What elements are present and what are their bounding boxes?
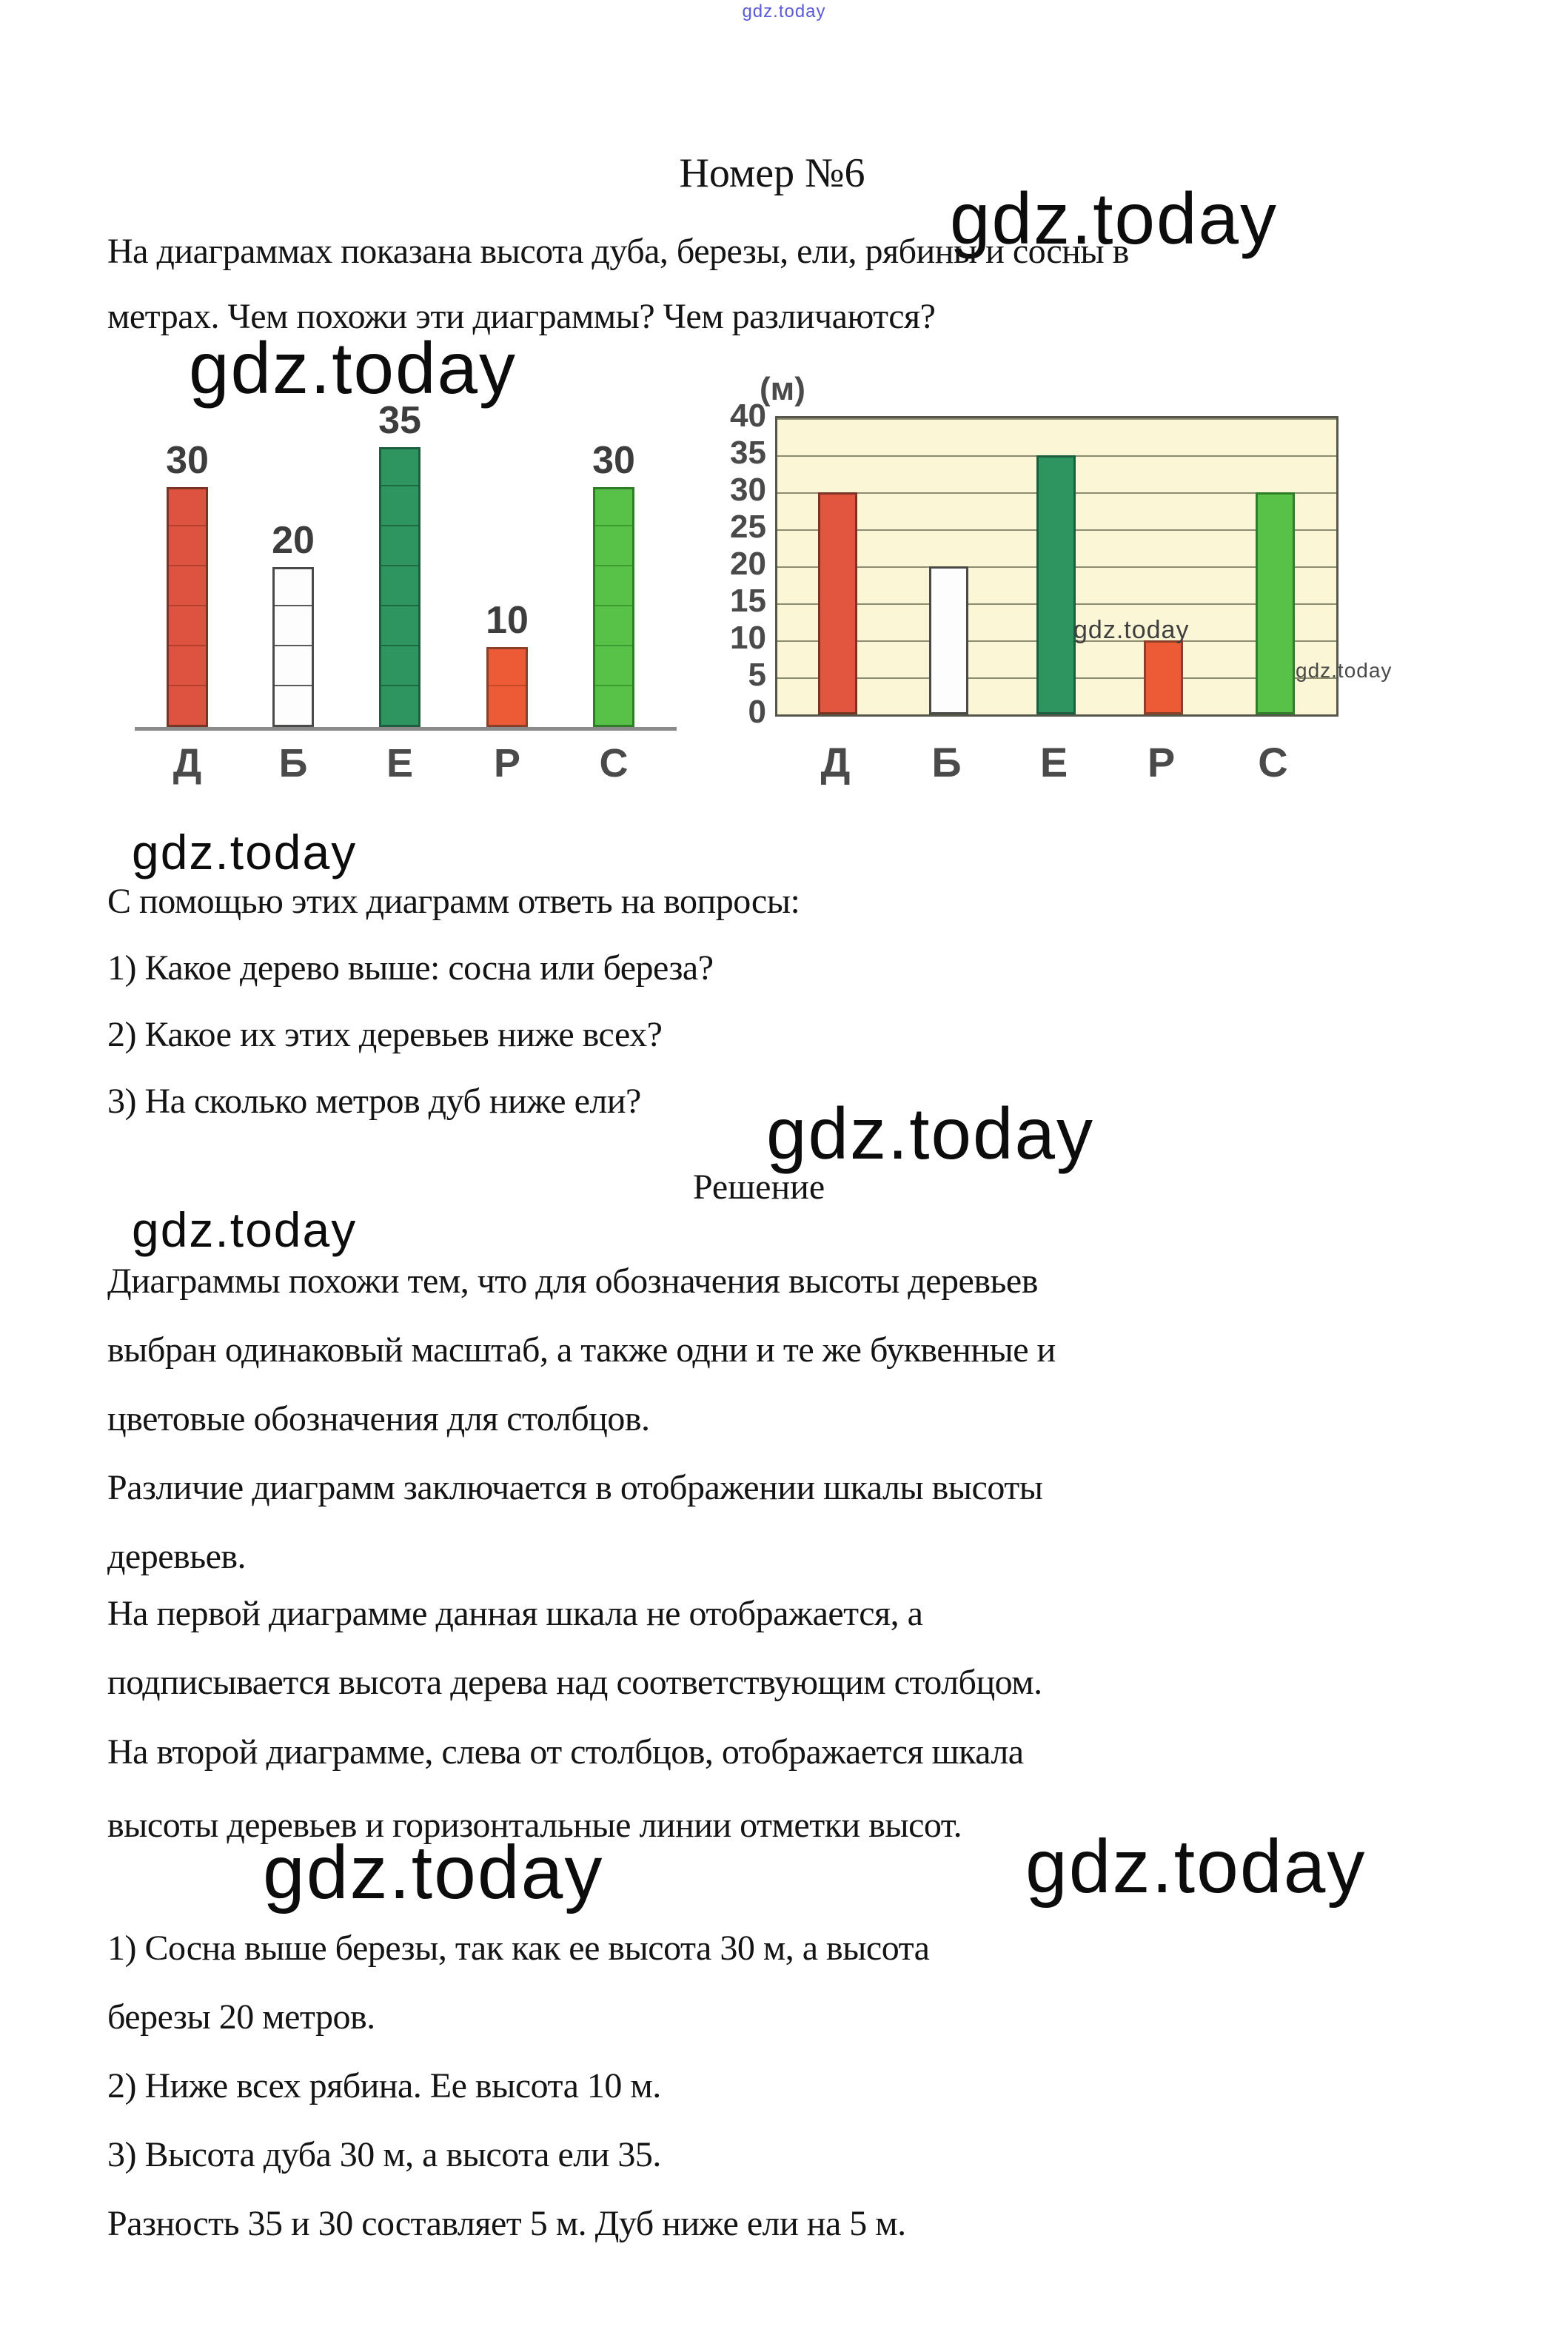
right-chart-bar-2-Б bbox=[929, 566, 968, 714]
right-chart-plot-area bbox=[775, 416, 1339, 717]
left-bar-chart-tree-heights: 30 Д 20 Б 35 Е 10 Р 30 С bbox=[96, 348, 703, 811]
question-item: 1) Какое дерево выше: сосна или береза? bbox=[107, 948, 714, 988]
right-chart-ytick-10: 10 bbox=[730, 620, 766, 656]
answer-line: 2) Ниже всех рябина. Ее высота 10 м. bbox=[107, 2066, 661, 2105]
right-chart-bar-3-Е bbox=[1036, 455, 1076, 714]
left-chart-bar-2-Б bbox=[272, 567, 314, 727]
left-chart-category-label-С: С bbox=[599, 741, 629, 785]
watermark-gdz-today: gdz.today bbox=[742, 1, 826, 21]
left-chart-category-label-Д: Д bbox=[172, 741, 202, 785]
solution-heading: Решение bbox=[692, 1167, 825, 1207]
answer-line: 3) Высота дуба 30 м, а высота ели 35. bbox=[107, 2135, 661, 2174]
right-chart-ytick-40: 40 bbox=[730, 398, 766, 434]
watermark-gdz-today: gdz.today bbox=[1025, 1824, 1367, 1909]
solution-line: Различие диаграмм заключается в отображе… bbox=[107, 1468, 1043, 1507]
solution-line: цветовые обозначения для столбцов. bbox=[107, 1399, 650, 1438]
right-chart-ytick-20: 20 bbox=[730, 546, 766, 582]
right-chart-ytick-25: 25 bbox=[730, 509, 766, 545]
solution-line: На первой диаграмме данная шкала не отоб… bbox=[107, 1594, 923, 1633]
left-chart-value-label-Д: 30 bbox=[166, 439, 209, 482]
solution-line: Диаграммы похожи тем, что для обозначени… bbox=[107, 1262, 1038, 1301]
left-chart-bar-5-С bbox=[593, 487, 634, 727]
watermark-gdz-today: gdz.today bbox=[950, 178, 1278, 259]
watermark-gdz-today: gdz.today bbox=[132, 825, 358, 879]
watermark-gdz-today: gdz.today bbox=[1073, 616, 1190, 644]
problem-line: На диаграммах показана высота дуба, бере… bbox=[107, 232, 1129, 271]
answer-line: березы 20 метров. bbox=[107, 1997, 375, 2037]
right-chart-bar-4-Р bbox=[1144, 640, 1183, 714]
question-item: 3) На сколько метров дуб ниже ели? bbox=[107, 1082, 641, 1121]
watermark-gdz-today: gdz.today bbox=[263, 1830, 604, 1914]
watermark-gdz-today: gdz.today bbox=[766, 1093, 1094, 1174]
answer-line: 1) Сосна выше березы, так как ее высота … bbox=[107, 1929, 930, 1968]
watermark-gdz-today: gdz.today bbox=[189, 327, 517, 409]
right-chart-bar-5-С bbox=[1256, 492, 1295, 714]
watermark-gdz-today: gdz.today bbox=[1296, 659, 1393, 682]
questions-intro: С помощью этих диаграмм ответь на вопрос… bbox=[107, 882, 800, 921]
watermark-gdz-today: gdz.today bbox=[132, 1202, 358, 1257]
solution-line: высоты деревьев и горизонтальные линии о… bbox=[107, 1806, 962, 1845]
left-chart-value-label-Р: 10 bbox=[486, 599, 529, 642]
left-chart-bar-1-Д bbox=[167, 487, 208, 727]
right-chart-category-label-Д: Д bbox=[820, 739, 851, 785]
left-chart-category-label-Р: Р bbox=[493, 741, 521, 785]
page-title: Номер №6 bbox=[679, 150, 865, 196]
left-chart-value-label-Е: 35 bbox=[378, 399, 421, 442]
solution-line: выбран одинаковый масштаб, а также одни … bbox=[107, 1330, 1056, 1370]
left-chart-category-label-Б: Б bbox=[278, 741, 308, 785]
left-chart-value-label-С: 30 bbox=[592, 439, 635, 482]
right-chart-unit-label: (м) bbox=[760, 371, 805, 407]
right-chart-category-label-С: С bbox=[1258, 739, 1288, 785]
right-chart-bar-1-Д bbox=[818, 492, 857, 714]
right-chart-category-label-Е: Е bbox=[1039, 739, 1068, 785]
left-chart-category-label-Е: Е bbox=[386, 741, 414, 785]
answer-line: Разность 35 и 30 составляет 5 м. Дуб ниж… bbox=[107, 2204, 906, 2243]
right-chart-category-label-Р: Р bbox=[1147, 739, 1176, 785]
right-chart-ytick-15: 15 bbox=[730, 583, 766, 619]
question-item: 2) Какое их этих деревьев ниже всех? bbox=[107, 1015, 663, 1054]
problem-line: метрах. Чем похожи эти диаграммы? Чем ра… bbox=[107, 297, 936, 336]
left-chart-value-label-Б: 20 bbox=[272, 519, 315, 562]
right-chart-ytick-5: 5 bbox=[748, 657, 766, 693]
left-chart-bar-4-Р bbox=[486, 647, 528, 727]
right-chart-ytick-30: 30 bbox=[730, 472, 766, 508]
solution-line: деревьев. bbox=[107, 1537, 247, 1576]
right-chart-ytick-35: 35 bbox=[730, 435, 766, 471]
left-chart-bar-3-Е bbox=[379, 447, 421, 727]
right-chart-ytick-0: 0 bbox=[748, 694, 766, 730]
left-chart-baseline-axis bbox=[135, 727, 677, 731]
right-chart-category-label-Б: Б bbox=[931, 739, 962, 785]
solution-line: На второй диаграмме, слева от столбцов, … bbox=[107, 1732, 1024, 1772]
solution-line: подписывается высота дерева над соответс… bbox=[107, 1663, 1042, 1702]
